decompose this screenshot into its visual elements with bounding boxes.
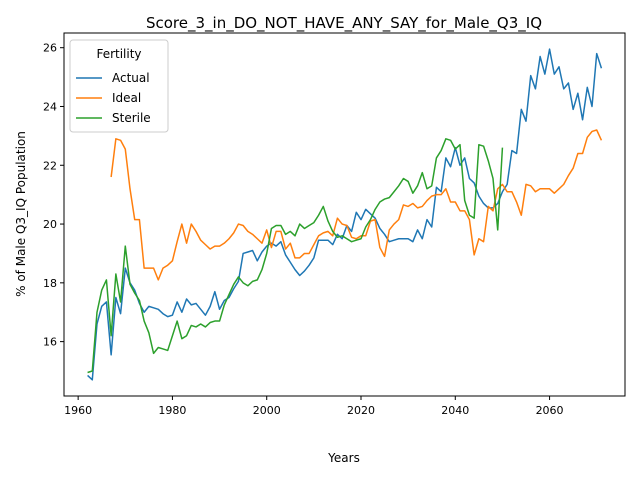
y-axis-label: % of Male Q3_IQ Population <box>14 131 28 297</box>
x-tick-label: 1980 <box>158 404 186 417</box>
y-tick-label: 16 <box>43 336 57 349</box>
legend-label-ideal: Ideal <box>112 91 141 105</box>
legend: Fertility Actual Ideal Sterile <box>69 39 169 133</box>
legend-box <box>69 39 169 133</box>
x-tick-label: 2060 <box>536 404 564 417</box>
legend-label-sterile: Sterile <box>112 111 151 125</box>
y-tick-label: 24 <box>43 100 57 113</box>
series-line-actual <box>87 48 603 381</box>
legend-entries: Actual Ideal Sterile <box>76 71 151 125</box>
x-axis: 1960 1980 2000 2020 2040 2060 <box>64 396 564 417</box>
x-axis-label: Years <box>327 451 360 465</box>
plot-lines <box>87 48 603 381</box>
y-tick-label: 20 <box>43 218 57 231</box>
x-tick-label: 1960 <box>64 404 92 417</box>
y-axis: 16 18 20 22 24 26 <box>43 42 64 349</box>
plot-frame <box>63 32 626 397</box>
series-line-ideal <box>110 129 603 281</box>
y-tick-label: 22 <box>43 159 57 172</box>
x-tick-label: 2020 <box>347 404 375 417</box>
legend-label-actual: Actual <box>112 71 150 85</box>
y-tick-label: 18 <box>43 277 57 290</box>
x-tick-label: 2000 <box>253 404 281 417</box>
x-tick-label: 2040 <box>441 404 469 417</box>
chart-title: Score_3_in_DO_NOT_HAVE_ANY_SAY_for_Male_… <box>146 14 542 33</box>
series-line-sterile <box>87 138 504 374</box>
legend-title: Fertility <box>96 47 141 61</box>
y-tick-label: 26 <box>43 42 57 55</box>
